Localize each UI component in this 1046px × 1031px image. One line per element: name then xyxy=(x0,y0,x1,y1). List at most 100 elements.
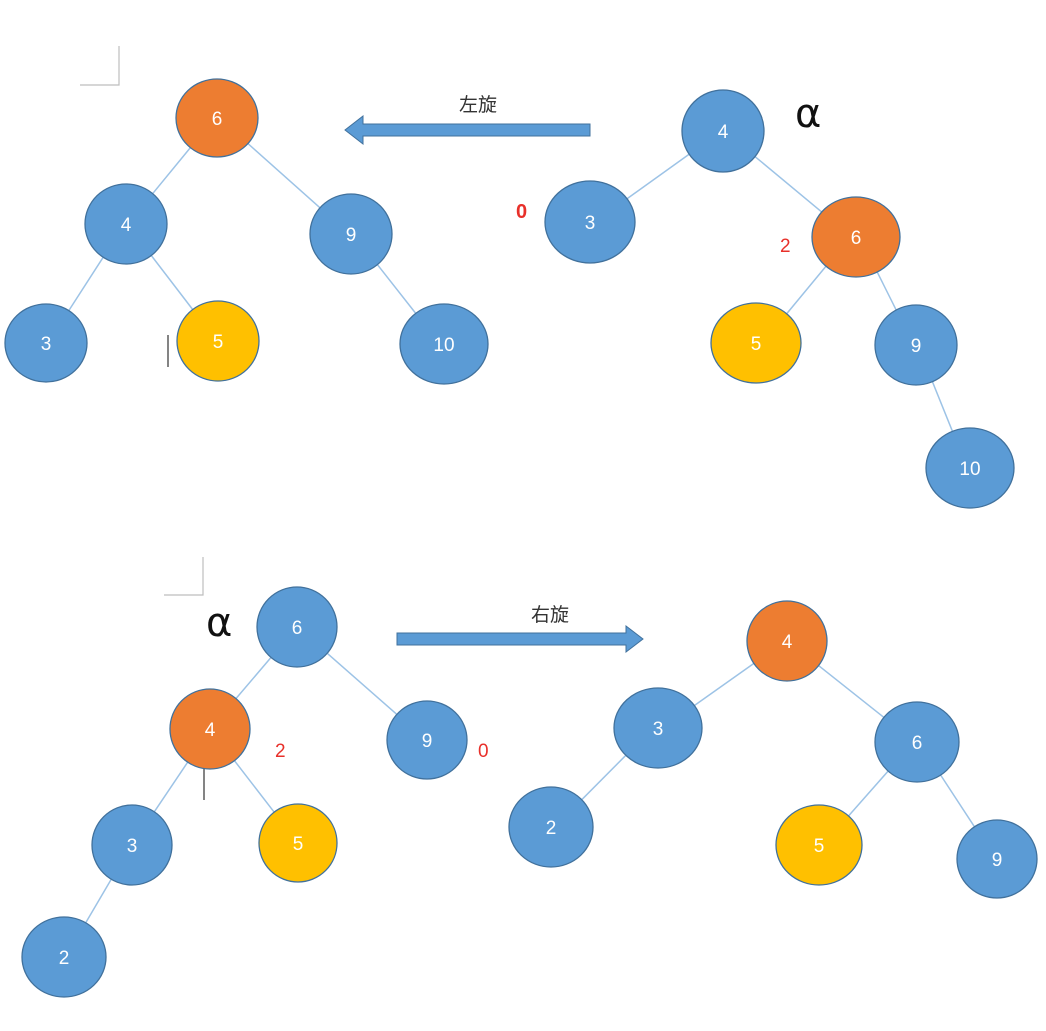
node-value: 3 xyxy=(653,719,664,740)
node-value: 6 xyxy=(292,618,303,639)
page-corner-mark-top xyxy=(80,46,120,86)
node-circle xyxy=(874,701,960,783)
node-value: 4 xyxy=(782,632,793,653)
node-value: 2 xyxy=(59,948,70,969)
left-rotation-after-tree-node-3: 3 xyxy=(4,303,88,383)
node-circle xyxy=(956,819,1038,899)
right-rotation-arrow: 右旋 xyxy=(396,604,644,654)
right-rotation-before-tree-edge-n3-n2 xyxy=(84,877,113,925)
right-rotation-after-tree-node-3: 3 xyxy=(613,687,703,769)
node-value: 4 xyxy=(121,215,132,236)
node-value: 4 xyxy=(718,122,729,143)
node-value: 5 xyxy=(213,332,224,353)
edges-layer xyxy=(67,141,977,925)
balance-factor-right-bottom: 0 xyxy=(478,741,489,762)
node-circle xyxy=(386,700,468,780)
node-value: 3 xyxy=(41,334,52,355)
node-value: 5 xyxy=(751,334,762,355)
node-circle xyxy=(258,803,338,883)
left-rotation-before-tree-edge-n6-n5 xyxy=(784,264,828,316)
right-rotation-before-tree-edge-n4-n5 xyxy=(232,758,276,815)
right-rotation-before-tree-node-5: 5 xyxy=(258,803,338,883)
node-circle xyxy=(925,427,1015,509)
left-rotation-after-tree-edge-n4-n3 xyxy=(67,255,105,313)
node-value: 6 xyxy=(212,109,223,130)
right-rotation-after-tree-node-9: 9 xyxy=(956,819,1038,899)
left-rotation-before-tree-edge-n4-n3 xyxy=(624,152,692,201)
node-value: 5 xyxy=(293,834,304,855)
node-circle xyxy=(544,180,636,264)
right-rotation-after-tree-node-5: 5 xyxy=(775,804,863,886)
page-corner-mark-bottom xyxy=(164,557,204,596)
left-rotation-before-tree-node-5: 5 xyxy=(710,302,802,384)
node-circle xyxy=(176,300,260,382)
node-circle xyxy=(91,804,173,886)
left-rotation-before-tree-node-9: 9 xyxy=(874,304,958,386)
left-rotation-after-tree-edge-n6-n9 xyxy=(245,141,323,210)
left-rotation-label: 左旋 xyxy=(459,94,497,116)
right-rotation-after-tree-edge-n6-n9 xyxy=(938,772,977,829)
right-rotation-before-tree-node-4: 4 xyxy=(169,688,251,770)
right-rotation-before-tree-edge-n4-n3 xyxy=(152,760,190,814)
node-value: 9 xyxy=(422,731,433,752)
right-rotation-after-tree-edge-n3-n2 xyxy=(579,753,628,802)
node-circle xyxy=(508,786,594,868)
node-value: 6 xyxy=(912,733,923,754)
right-rotation-before-tree-node-6: 6 xyxy=(256,586,338,668)
node-circle xyxy=(21,916,107,998)
right-rotation-after-tree-node-6: 6 xyxy=(874,701,960,783)
left-rotation-after-tree-node-6: 6 xyxy=(175,78,259,158)
node-circle xyxy=(84,183,168,265)
node-circle xyxy=(746,600,828,682)
node-circle xyxy=(775,804,863,886)
node-value: 6 xyxy=(851,228,862,249)
right-rotation-after-tree-edge-n4-n6 xyxy=(816,663,886,720)
node-circle xyxy=(874,304,958,386)
left-arrow-shape xyxy=(344,114,591,146)
left-rotation-after-tree-edge-n6-n4 xyxy=(150,145,193,196)
node-value: 2 xyxy=(546,818,557,839)
node-circle xyxy=(256,586,338,668)
right-rotation-label: 右旋 xyxy=(531,604,569,626)
node-value: 3 xyxy=(127,836,138,857)
node-value: 9 xyxy=(992,850,1003,871)
right-rotation-before-tree-node-9: 9 xyxy=(386,700,468,780)
node-circle xyxy=(309,193,393,275)
right-rotation-before-tree-edge-n6-n9 xyxy=(325,651,399,717)
left-rotation-before-tree-node-6: 6 xyxy=(811,196,901,278)
node-circle xyxy=(613,687,703,769)
node-circle xyxy=(681,89,765,173)
balance-factor-left-top: 0 xyxy=(516,201,527,223)
left-rotation-before-tree-edge-n6-n9 xyxy=(875,269,898,313)
node-circle xyxy=(169,688,251,770)
node-circle xyxy=(175,78,259,158)
right-rotation-after-tree-edge-n4-n3 xyxy=(692,661,756,708)
left-rotation-before-tree-node-10: 10 xyxy=(925,427,1015,509)
left-rotation-after-tree-node-9: 9 xyxy=(309,193,393,275)
node-circle xyxy=(710,302,802,384)
nodes-layer: 6 4 9 3 5 10 4 3 6 5 9 10 6 4 9 3 5 2 4 3 6 2 5 9 xyxy=(4,78,1038,998)
node-value: 9 xyxy=(911,336,922,357)
balance-factor-right-top: 2 xyxy=(780,236,791,257)
right-arrow-shape xyxy=(396,624,644,654)
left-rotation-after-tree-edge-n9-n10 xyxy=(375,262,418,316)
left-rotation-before-tree-node-3: 3 xyxy=(544,180,636,264)
left-rotation-after-tree-node-4: 4 xyxy=(84,183,168,265)
right-rotation-before-tree-node-2: 2 xyxy=(21,916,107,998)
left-rotation-before-tree-edge-n4-n6 xyxy=(752,154,824,214)
left-rotation-arrow: 左旋 xyxy=(344,94,591,146)
node-value: 10 xyxy=(959,459,980,480)
left-rotation-before-tree-edge-n9-n10 xyxy=(930,379,954,434)
node-circle xyxy=(399,303,489,385)
node-circle xyxy=(811,196,901,278)
left-rotation-after-tree-node-10: 10 xyxy=(399,303,489,385)
alpha-marker-bottom: α xyxy=(206,600,232,646)
balance-factor-left-bottom: 2 xyxy=(275,741,286,762)
right-rotation-after-tree-edge-n6-n5 xyxy=(846,769,891,818)
left-rotation-after-tree-node-5: 5 xyxy=(176,300,260,382)
node-value: 10 xyxy=(433,335,454,356)
right-rotation-after-tree-node-4: 4 xyxy=(746,600,828,682)
right-rotation-before-tree-node-3: 3 xyxy=(91,804,173,886)
right-rotation-before-tree-edge-n6-n4 xyxy=(234,655,273,701)
